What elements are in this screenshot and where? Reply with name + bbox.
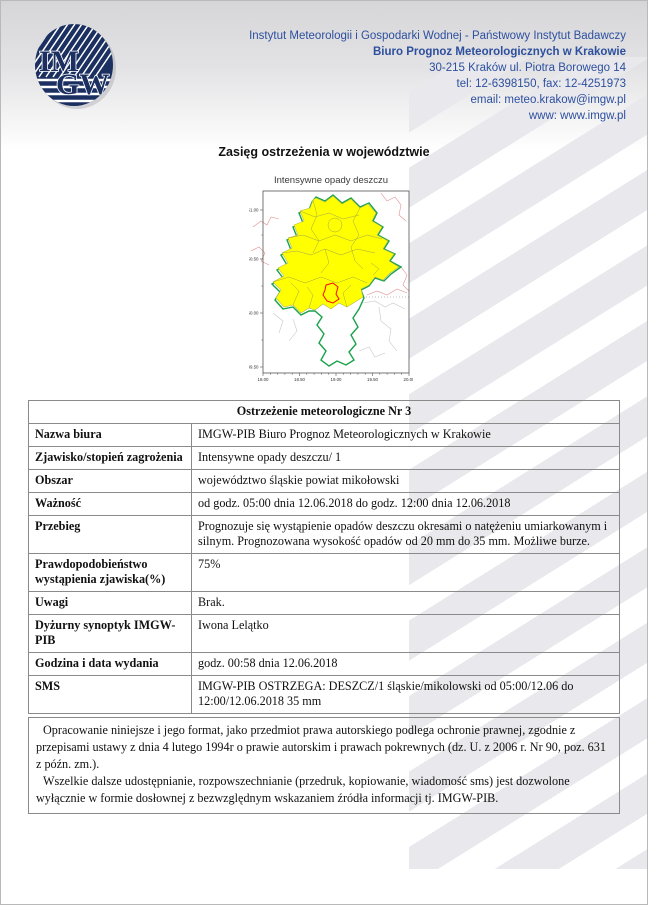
warning-table-body: Ostrzeżenie meteorologiczne Nr 3 Nazwa b… <box>28 400 620 714</box>
table-row: SMS IMGW-PIB OSTRZEGA: DESZCZ/1 śląskie/m… <box>28 675 620 714</box>
row-label: Ważność <box>28 492 192 516</box>
row-value: IMGW-PIB OSTRZEGA: DESZCZ/1 śląskie/miko… <box>191 675 620 714</box>
row-value: Brak. <box>191 591 620 615</box>
row-label: SMS <box>28 675 192 714</box>
warning-table: Ostrzeżenie meteorologiczne Nr 3 Nazwa b… <box>28 400 620 714</box>
row-label: Zjawisko/stopień zagrożenia <box>28 446 192 470</box>
address-line: 30-215 Kraków ul. Piotra Borowego 14 <box>429 62 626 74</box>
row-label: Dyżurny synoptyk IMGW-PIB <box>28 614 192 653</box>
table-row: Godzina i data wydania godz. 00:58 dnia 1… <box>28 652 620 676</box>
table-row: Zjawisko/stopień zagrożenia Intensywne op… <box>28 446 620 470</box>
row-label: Przebieg <box>28 515 192 554</box>
axis-labels: 18.00 18.50 19.00 19.50 20.00 51.00 50.5… <box>249 208 413 383</box>
warning-area <box>272 195 400 314</box>
logo-letters-im: IM <box>39 45 79 78</box>
row-label: Obszar <box>28 469 192 493</box>
y-tick-label: 50.50 <box>249 257 259 262</box>
row-label: Prawdopodobieństwo wystąpienia zjawiska(… <box>28 553 192 592</box>
table-row: Prawdopodobieństwo wystąpienia zjawiska(… <box>28 553 620 592</box>
copyright-paragraph-1: Opracowanie niniejsze i jego format, jak… <box>36 723 606 771</box>
bureau-name: Biuro Prognoz Meteorologicznych w Krakow… <box>372 46 626 58</box>
y-tick-label: 50.00 <box>249 311 259 316</box>
map-section-title: Zasięg ostrzeżenia w województwie <box>218 145 430 159</box>
copyright-paragraph-2: Wszelkie dalsze udostępnianie, rozpowsze… <box>36 774 570 805</box>
row-value: IMGW-PIB Biuro Prognoz Meteorologicznych… <box>191 423 620 447</box>
warning-map: 18.00 18.50 19.00 19.50 20.00 51.00 50.5… <box>249 190 413 383</box>
email-line: email: meteo.krakow@imgw.pl <box>470 94 626 106</box>
neighbor-borders-gray <box>272 300 406 358</box>
row-value: województwo śląskie powiat mikołowski <box>191 469 620 493</box>
org-name: Instytut Meteorologii i Gospodarki Wodne… <box>249 30 626 42</box>
row-value: Prognozuje się wystąpienie opadów deszcz… <box>191 515 620 554</box>
row-value: godz. 00:58 dnia 12.06.2018 <box>191 652 620 676</box>
table-row: Przebieg Prognozuje się wystąpienie opadó… <box>28 515 620 554</box>
letterhead: Instytut Meteorologii i Gospodarki Wodne… <box>249 28 626 124</box>
row-value: od godz. 05:00 dnia 12.06.2018 do godz. … <box>191 492 620 516</box>
www-line: www: www.imgw.pl <box>528 110 626 122</box>
table-row: Ważność od godz. 05:00 dnia 12.06.2018 do… <box>28 492 620 516</box>
district-borders <box>272 199 383 309</box>
phone-line: tel: 12-6398150, fax: 12-4251973 <box>456 78 626 90</box>
map-subtitle: Intensywne opady deszczu <box>273 175 389 186</box>
row-label: Nazwa biura <box>28 423 192 447</box>
table-row: Uwagi Brak. <box>28 591 620 615</box>
table-row: Dyżurny synoptyk IMGW-PIB Iwona Lelątko <box>28 614 620 653</box>
x-tick-label: 18.50 <box>294 377 306 382</box>
y-tick-label: 49.50 <box>249 365 259 370</box>
x-tick-label: 19.50 <box>367 377 379 382</box>
y-tick-label: 51.00 <box>249 208 259 213</box>
warning-map-block: Intensywne opady deszczu <box>241 175 421 383</box>
warning-content: Ostrzeżenie meteorologiczne Nr 3 Nazwa b… <box>28 400 620 814</box>
x-tick-label: 20.00 <box>404 377 414 382</box>
imgw-logo: IM GW <box>32 21 118 116</box>
axis-ticks <box>260 209 410 376</box>
table-row: Obszar województwo śląskie powiat mikołow… <box>28 469 620 493</box>
row-label: Godzina i data wydania <box>28 652 192 676</box>
table-title-row: Ostrzeżenie meteorologiczne Nr 3 <box>28 400 620 424</box>
neighbor-borders-red <box>250 192 410 296</box>
x-tick-label: 19.00 <box>331 377 343 382</box>
row-value: Intensywne opady deszczu/ 1 <box>191 446 620 470</box>
copyright-box: Opracowanie niniejsze i jego format, jak… <box>28 717 620 814</box>
table-row: Nazwa biura IMGW-PIB Biuro Prognoz Meteor… <box>28 423 620 447</box>
warning-title: Ostrzeżenie meteorologiczne Nr 3 <box>28 400 620 424</box>
powiat-outline <box>322 282 340 304</box>
x-tick-label: 18.00 <box>258 377 270 382</box>
imgw-logo-icon: IM GW <box>35 24 116 109</box>
row-value: 75% <box>191 553 620 592</box>
row-value: Iwona Lelątko <box>191 614 620 653</box>
row-label: Uwagi <box>28 591 192 615</box>
